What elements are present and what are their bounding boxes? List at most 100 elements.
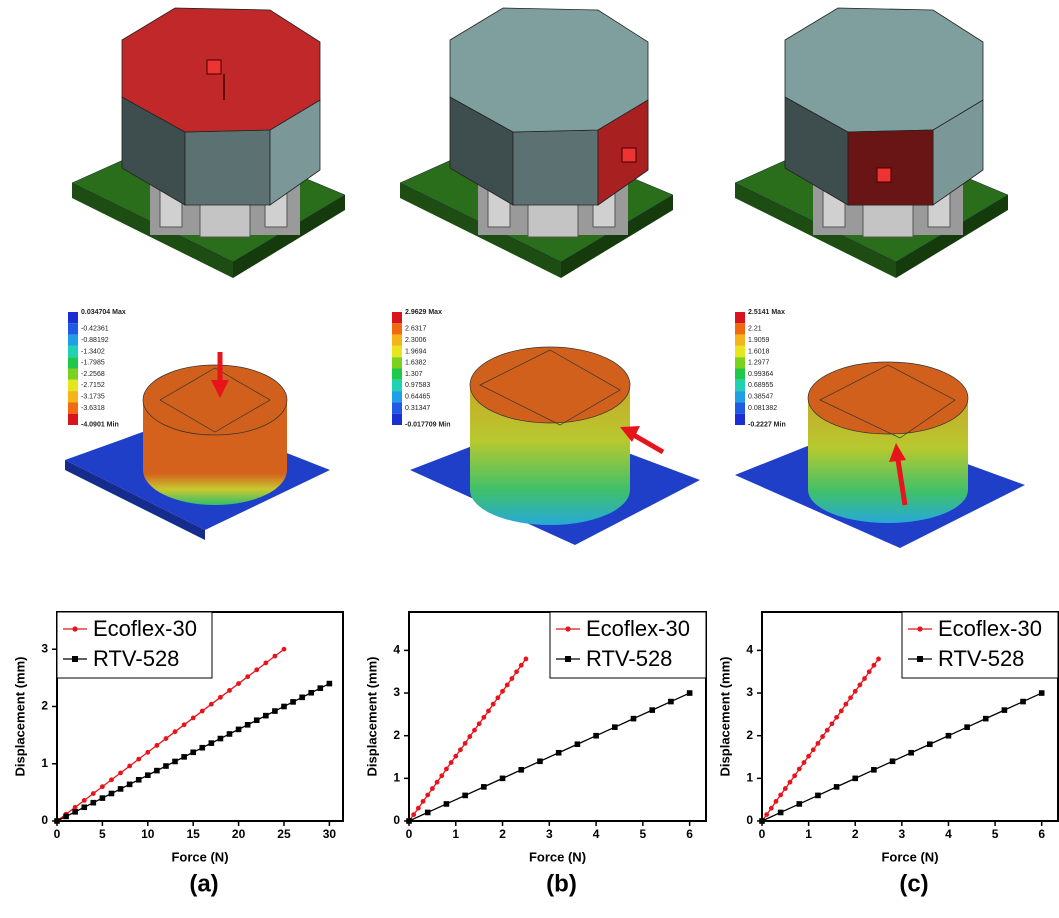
data-point	[649, 707, 655, 713]
data-point	[127, 782, 133, 788]
colorbar-swatch	[735, 357, 745, 368]
data-point	[815, 793, 821, 799]
colorbar-label: -4.0901 Min	[81, 422, 119, 429]
data-point	[200, 709, 205, 714]
data-point	[486, 709, 491, 714]
data-point	[778, 810, 784, 816]
data-point	[191, 716, 196, 721]
data-point	[495, 695, 500, 700]
data-point	[537, 758, 543, 764]
data-point	[871, 767, 877, 773]
data-point	[199, 745, 205, 751]
data-point	[505, 683, 510, 688]
data-point	[463, 741, 468, 746]
y-tick-label: 4	[746, 643, 753, 657]
y-tick-label: 2	[746, 728, 753, 742]
y-tick-label: 1	[393, 771, 400, 785]
data-point	[612, 724, 618, 730]
data-point	[876, 657, 881, 662]
y-tick-label: 2	[393, 728, 400, 742]
data-point	[182, 722, 187, 727]
colorbar-label: -1.3402	[81, 348, 105, 355]
page: {"chart_data": [ {"type": "line", "capti…	[0, 0, 1059, 918]
data-point	[164, 736, 169, 741]
data-point	[91, 800, 97, 806]
data-point	[425, 810, 431, 816]
data-point	[1020, 699, 1026, 705]
colorbar-label: 2.5141 Max	[748, 309, 785, 316]
colorbar-swatch	[735, 335, 745, 346]
data-point	[327, 681, 333, 687]
colorbar-label: 2.9629 Max	[405, 309, 442, 316]
colorbar-swatch	[735, 369, 745, 380]
colorbar-label: -0.42361	[81, 326, 109, 333]
x-tick-label: 10	[141, 827, 155, 841]
data-point	[145, 750, 150, 755]
data-point	[862, 676, 867, 681]
model-c	[735, 8, 1008, 278]
data-point	[290, 699, 296, 705]
data-point	[778, 793, 783, 798]
data-point	[63, 814, 69, 820]
data-point	[796, 801, 802, 807]
data-point	[467, 734, 472, 739]
data-point	[857, 683, 862, 688]
data-point	[774, 799, 779, 804]
data-point	[100, 784, 105, 789]
colorbar-swatch	[392, 312, 402, 323]
y-tick-label: 0	[393, 813, 400, 827]
colorbar-swatch	[392, 346, 402, 357]
data-point	[54, 818, 60, 824]
x-tick-label: 2	[499, 827, 506, 841]
data-point	[802, 760, 807, 765]
colorbar-label: -2.2568	[81, 371, 105, 378]
data-point	[91, 791, 96, 796]
colorbar-label: -1.7985	[81, 360, 105, 367]
series-line	[762, 693, 1042, 821]
legend-marker	[72, 626, 77, 631]
colorbar-label: 1.9059	[748, 337, 770, 344]
legend-label: RTV-528	[938, 646, 1024, 671]
data-point	[871, 663, 876, 668]
data-point	[927, 741, 933, 747]
panel-caption: (b)	[546, 870, 577, 897]
colorbar-label: 0.99364	[748, 371, 773, 378]
colorbar-swatch	[735, 346, 745, 357]
x-tick-label: 0	[759, 827, 766, 841]
legend-marker	[917, 626, 922, 631]
colorbar-swatch	[392, 323, 402, 334]
y-axis-label: Displacement (mm)	[717, 657, 732, 777]
data-point	[236, 681, 241, 686]
data-point	[136, 777, 142, 783]
data-point	[769, 806, 774, 811]
data-point	[118, 786, 124, 792]
x-tick-label: 5	[99, 827, 106, 841]
colorbar-label: 1.307	[405, 371, 423, 378]
data-point	[908, 750, 914, 756]
data-point	[687, 690, 693, 696]
data-point	[472, 728, 477, 733]
data-point	[218, 695, 223, 700]
colorbar-label: 0.081382	[748, 405, 777, 412]
data-point	[890, 758, 896, 764]
x-axis-label: Force (N)	[881, 849, 938, 864]
data-point	[127, 764, 132, 769]
x-tick-label: 5	[992, 827, 999, 841]
data-point	[481, 784, 487, 790]
data-point	[173, 729, 178, 734]
colorbar-swatch	[735, 402, 745, 413]
colorbar-swatch	[68, 391, 78, 402]
data-point	[519, 663, 524, 668]
colorbar-swatch	[735, 312, 745, 323]
x-axis-label: Force (N)	[171, 849, 228, 864]
x-tick-label: 3	[898, 827, 905, 841]
data-point	[867, 669, 872, 674]
colorbar-swatch	[68, 335, 78, 346]
data-point	[416, 806, 421, 811]
data-point	[435, 780, 440, 785]
data-point	[81, 804, 87, 810]
data-point	[797, 767, 802, 772]
colorbar-swatch	[68, 357, 78, 368]
data-point	[308, 690, 314, 696]
data-point	[759, 818, 765, 824]
